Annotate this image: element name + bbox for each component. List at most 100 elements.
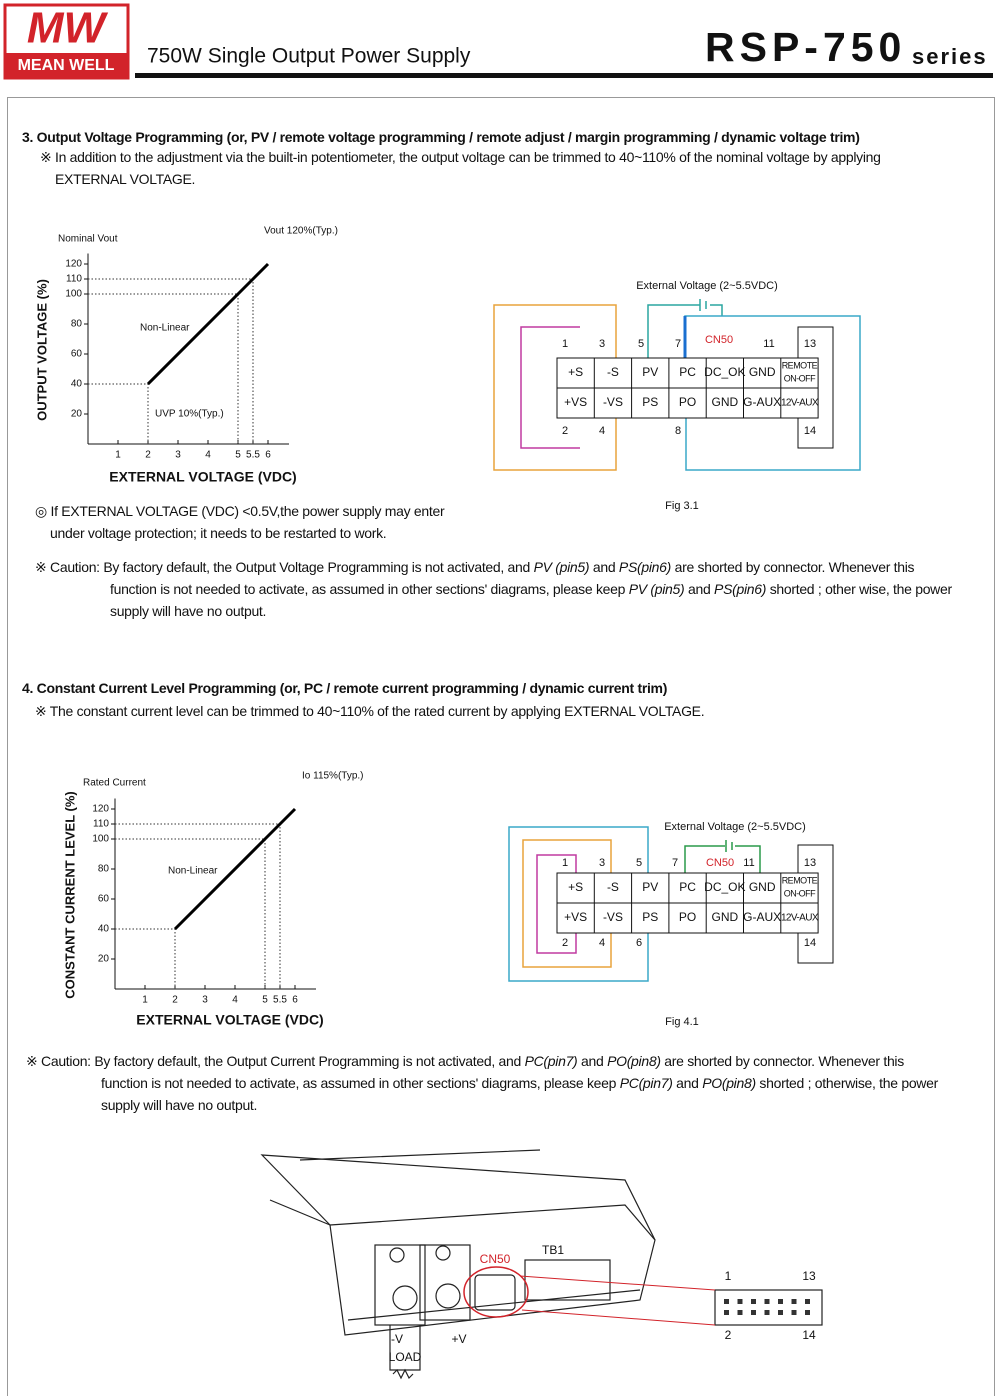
pin-number: 7 bbox=[672, 857, 678, 869]
annotation: Vout 120%(Typ.) bbox=[264, 226, 338, 237]
caution-text: ※ Caution: bbox=[35, 559, 100, 575]
pin-slot bbox=[791, 1299, 797, 1304]
pin-name: -VS bbox=[603, 395, 623, 409]
pin-name: -S bbox=[607, 365, 619, 379]
pin-name: G-AUX bbox=[743, 395, 781, 409]
y-tick-label: 120 bbox=[65, 259, 82, 270]
caution-text: and bbox=[684, 581, 715, 597]
caution-text: By factory default, the Output Voltage P… bbox=[103, 559, 534, 575]
pin-number: 3 bbox=[599, 857, 605, 869]
pin-name: DC_OK bbox=[704, 880, 745, 894]
caution-text: PC(pin7) bbox=[524, 1053, 578, 1069]
guide bbox=[88, 293, 239, 444]
caution-text: and bbox=[577, 1053, 608, 1069]
pin-number: 14 bbox=[802, 1328, 816, 1342]
x-tick-label: 2 bbox=[145, 450, 151, 461]
pin-number: 1 bbox=[562, 857, 568, 869]
pin-name: PV bbox=[642, 880, 658, 894]
pin-slot bbox=[791, 1310, 797, 1315]
caution-text: ※ Caution: bbox=[26, 1053, 91, 1069]
pin-slot bbox=[778, 1310, 783, 1315]
load-label: LOAD bbox=[389, 1350, 422, 1364]
y-tick-label: 100 bbox=[92, 834, 109, 845]
pin-name: GND bbox=[712, 395, 739, 409]
caution-text: By factory default, the Output Current P… bbox=[94, 1053, 525, 1069]
model: RSP-750 bbox=[705, 24, 906, 70]
pin-slot bbox=[751, 1310, 756, 1315]
pin-name: PC bbox=[679, 880, 696, 894]
logo-text: MEAN WELL bbox=[18, 57, 115, 74]
caution-text: PS(pin6) bbox=[618, 559, 671, 575]
pin-name: DC_OK bbox=[704, 365, 745, 379]
pin-name: GND bbox=[749, 365, 776, 379]
figure-caption: Fig 4.1 bbox=[665, 1016, 699, 1028]
y-axis-title: OUTPUT VOLTAGE (%) bbox=[34, 279, 49, 421]
remark: ◎ If EXTERNAL VOLTAGE (VDC) <0.5V,the po… bbox=[35, 503, 445, 541]
pin-number: 6 bbox=[636, 937, 642, 949]
pin-number: 11 bbox=[763, 338, 774, 350]
ext-voltage-label: External Voltage (2~5.5VDC) bbox=[664, 821, 806, 833]
pin-slot bbox=[805, 1299, 810, 1304]
annotation: Non-Linear bbox=[140, 323, 190, 334]
pin-number: 2 bbox=[562, 937, 568, 949]
ext-voltage-label: External Voltage (2~5.5VDC) bbox=[636, 280, 778, 292]
caution: ※ Caution: By factory default, the Outpu… bbox=[35, 556, 955, 622]
psu-sketch bbox=[260, 1149, 823, 1380]
terminal-name: TB1 bbox=[542, 1243, 564, 1257]
pin-name: REMOTE bbox=[782, 875, 818, 885]
pin-name: ON-OFF bbox=[784, 373, 816, 383]
caution-text: PV (pin5) bbox=[628, 581, 685, 597]
y-title: Nominal Vout bbox=[58, 234, 118, 245]
pin-slot bbox=[778, 1299, 783, 1304]
pin-number: 5 bbox=[638, 338, 644, 350]
connector-name: CN50 bbox=[705, 334, 733, 346]
pin-slot bbox=[724, 1310, 729, 1315]
y-title: Rated Current bbox=[83, 778, 146, 789]
pin-name: +S bbox=[568, 365, 583, 379]
pin-number: 14 bbox=[804, 425, 816, 437]
pin-name: PC bbox=[679, 365, 696, 379]
pin-name: G-AUX bbox=[743, 910, 781, 924]
pin-number: 13 bbox=[804, 338, 816, 350]
wire bbox=[520, 326, 580, 449]
pin-number: 4 bbox=[599, 937, 605, 949]
pin-slot bbox=[751, 1299, 756, 1304]
pin-name: -VS bbox=[603, 910, 623, 924]
section-heading: 3. Output Voltage Programming (or, PV / … bbox=[22, 129, 860, 145]
pointer bbox=[519, 1275, 716, 1326]
y-tick-label: 60 bbox=[71, 349, 83, 360]
y-axis-title: CONSTANT CURRENT LEVEL (%) bbox=[62, 791, 77, 999]
connector-name: CN50 bbox=[706, 857, 734, 869]
connector-name: CN50 bbox=[480, 1252, 511, 1266]
section-heading: 4. Constant Current Level Programming (o… bbox=[22, 680, 668, 696]
pin-slot bbox=[724, 1299, 729, 1304]
x-tick-label: 5 bbox=[235, 450, 241, 461]
x-tick-label: 5 bbox=[262, 995, 268, 1006]
caution-text: PC(pin7) bbox=[619, 1075, 673, 1091]
note: ※ The constant current level can be trim… bbox=[35, 703, 705, 719]
pin-number: 13 bbox=[802, 1269, 816, 1283]
figure-caption: Fig 3.1 bbox=[665, 500, 699, 512]
pin-name: 12V-AUX bbox=[781, 913, 819, 924]
y-tick-label: 100 bbox=[65, 289, 82, 300]
caution-text: are shorted by connector. Whenever this … bbox=[110, 559, 915, 597]
caution-text: are shorted by connector. Whenever this … bbox=[101, 1053, 904, 1091]
caution-text: and bbox=[672, 1075, 703, 1091]
x-tick-label: 1 bbox=[115, 450, 121, 461]
x-tick-label: 2 bbox=[172, 995, 178, 1006]
pin-name: +VS bbox=[564, 910, 587, 924]
pin-slot bbox=[764, 1299, 770, 1304]
pin-number: 14 bbox=[804, 937, 816, 949]
pin-number: 7 bbox=[675, 338, 681, 350]
pin-number: 8 bbox=[675, 425, 681, 437]
doc-title: 750W Single Output Power Supply bbox=[147, 45, 471, 68]
pin-name: REMOTE bbox=[782, 360, 818, 370]
terminal-label: -V bbox=[391, 1332, 403, 1346]
x-axis-title: EXTERNAL VOLTAGE (VDC) bbox=[136, 1012, 323, 1028]
annotation: Non-Linear bbox=[168, 866, 218, 877]
annotation: UVP 10%(Typ.) bbox=[155, 409, 224, 420]
y-tick-label: 110 bbox=[93, 819, 109, 830]
pin-name: PS bbox=[642, 395, 658, 409]
